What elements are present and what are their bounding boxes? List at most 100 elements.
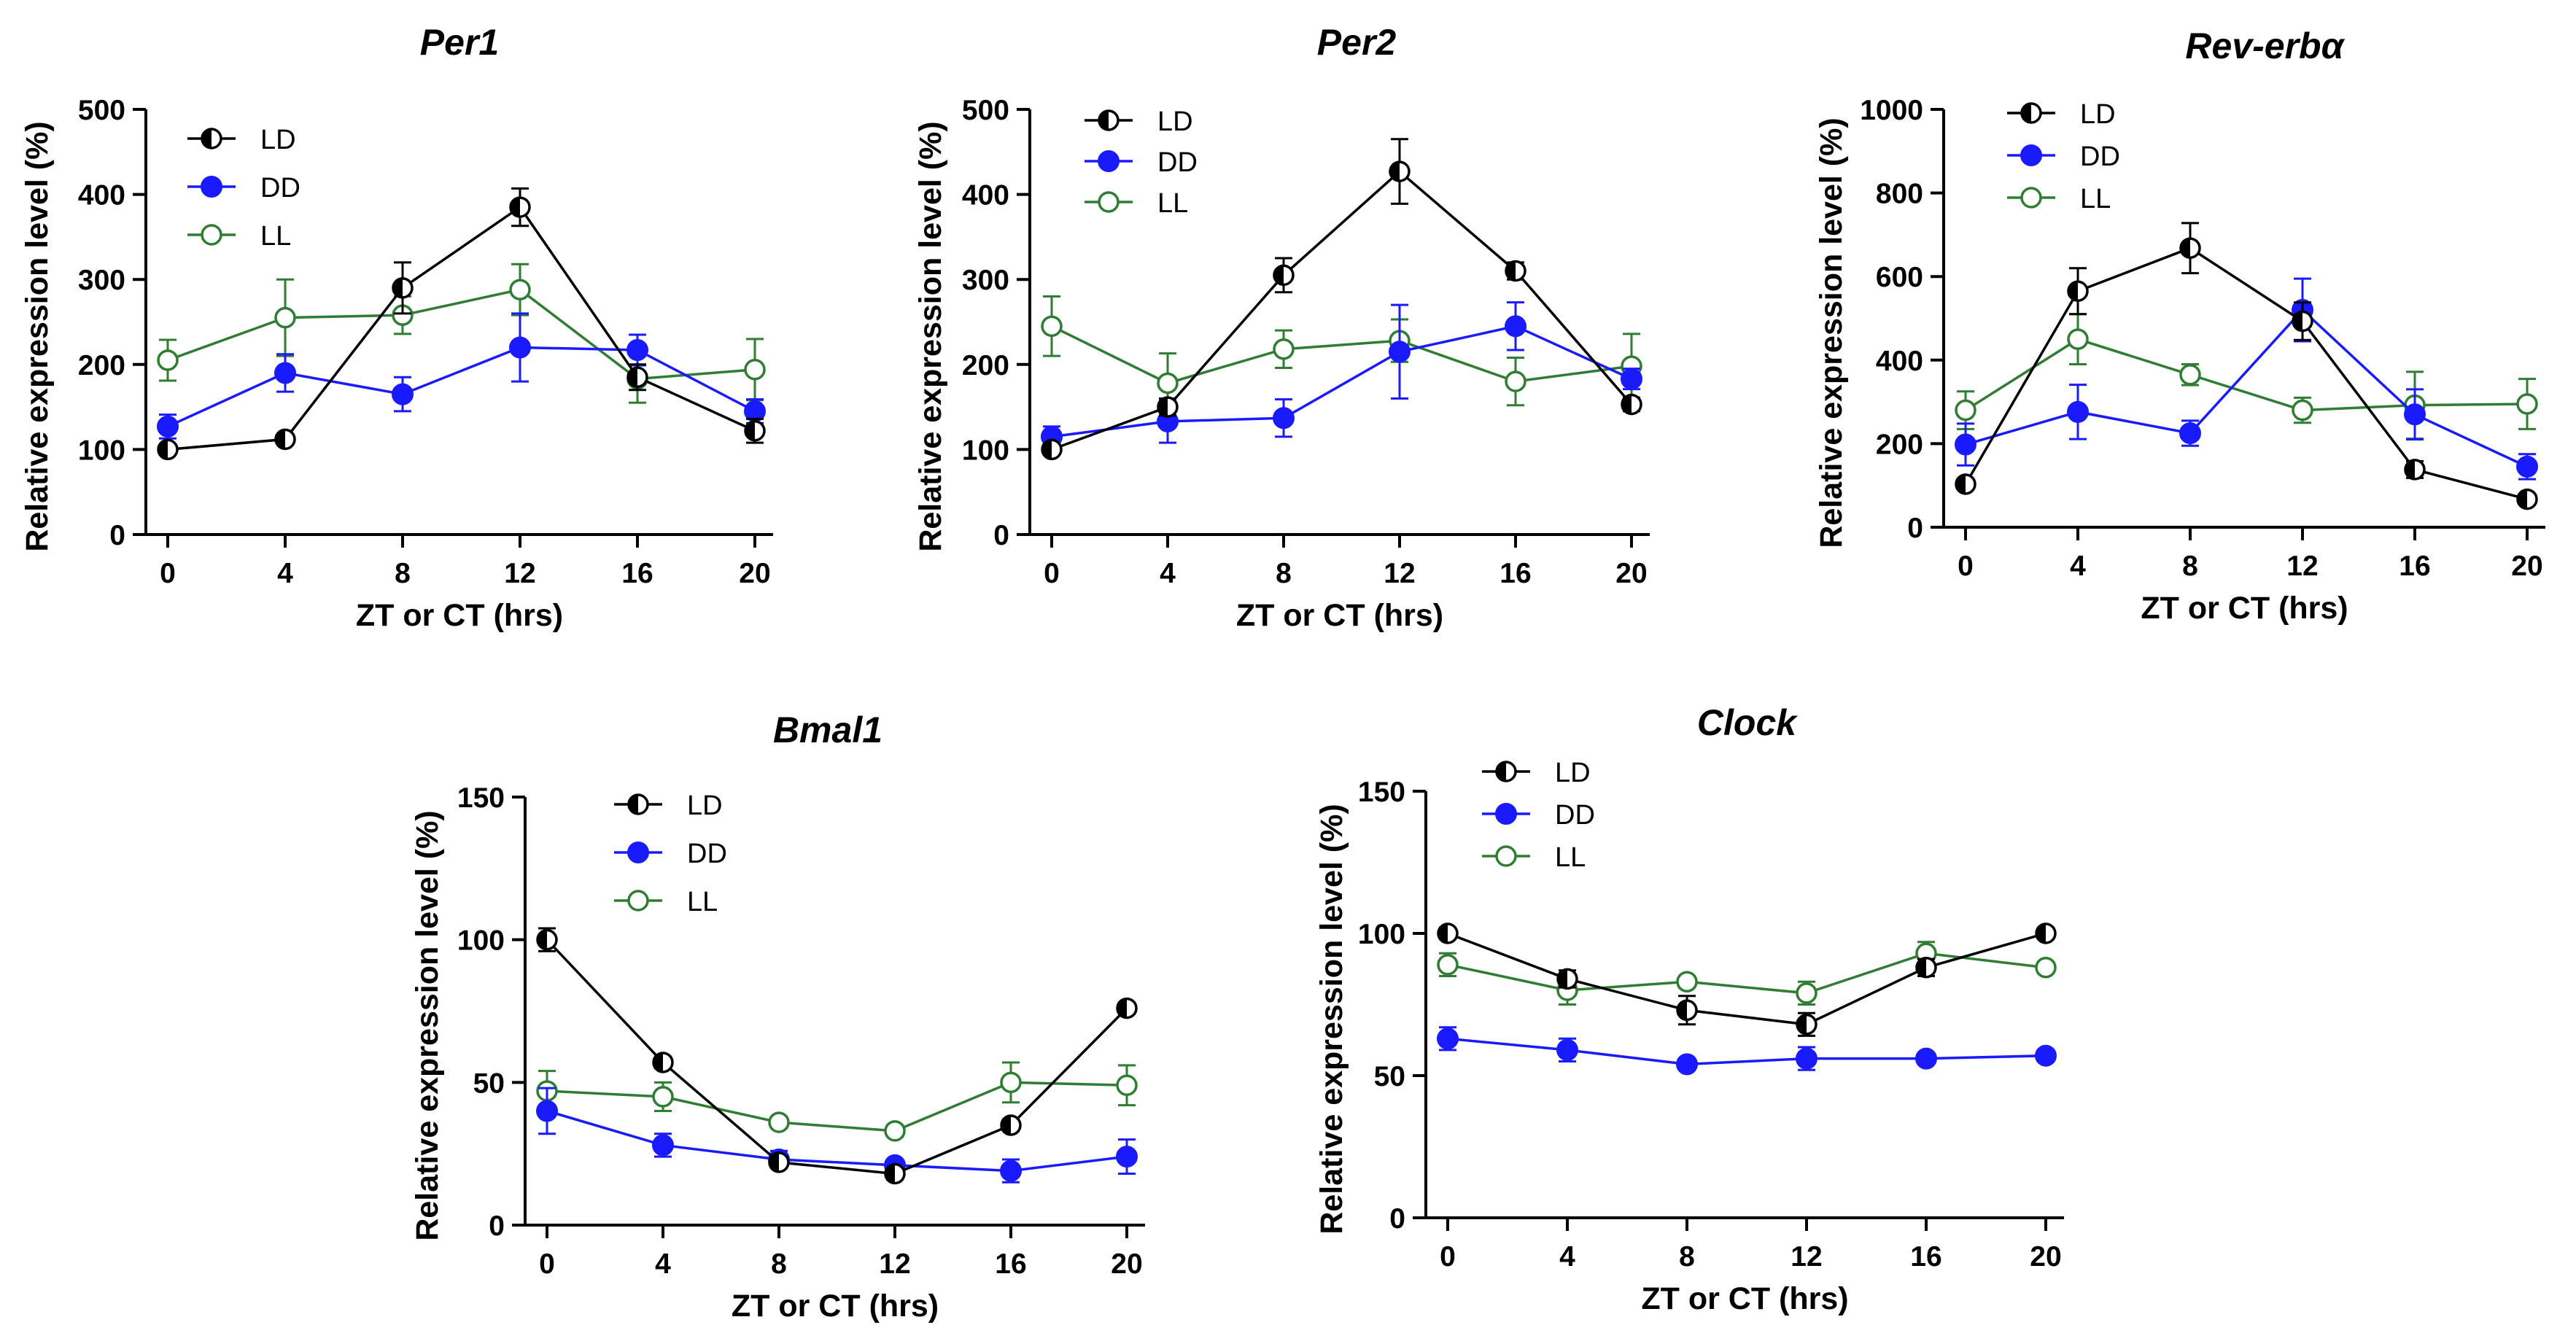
data-point bbox=[2067, 400, 2089, 423]
x-tick-label: 0 bbox=[1958, 551, 1974, 582]
data-point bbox=[1676, 1053, 1698, 1076]
x-axis-label: ZT or CT (hrs) bbox=[732, 1289, 939, 1324]
data-point bbox=[1273, 338, 1295, 360]
y-tick-label: 100 bbox=[78, 435, 125, 466]
data-point bbox=[768, 1151, 790, 1173]
data-point bbox=[1955, 399, 1976, 421]
series-dd bbox=[1041, 301, 1642, 448]
legend-item-ll: LL bbox=[614, 887, 718, 917]
data-point bbox=[2067, 280, 2089, 303]
y-tick-label: 400 bbox=[962, 180, 1009, 211]
data-point bbox=[1796, 1014, 1817, 1035]
x-tick-label: 0 bbox=[539, 1248, 555, 1280]
x-tick-label: 12 bbox=[1384, 558, 1415, 589]
series-line bbox=[1447, 932, 2047, 1026]
x-tick-label: 12 bbox=[504, 558, 535, 589]
y-tick-label: 600 bbox=[1876, 262, 1923, 293]
x-tick-label: 8 bbox=[395, 558, 411, 589]
legend-marker bbox=[627, 842, 649, 863]
y-tick-label: 0 bbox=[1907, 513, 1923, 544]
data-point bbox=[536, 928, 558, 951]
data-point bbox=[157, 415, 179, 438]
series-line bbox=[1051, 325, 1632, 438]
data-point bbox=[1000, 1114, 1022, 1136]
legend-item-ll: LL bbox=[1085, 188, 1188, 219]
legend: LD DD LL bbox=[614, 790, 727, 917]
y-tick-label: 800 bbox=[1876, 179, 1923, 210]
y-tick-label: 150 bbox=[1358, 777, 1405, 808]
data-point bbox=[1041, 438, 1063, 461]
x-tick-label: 12 bbox=[1791, 1241, 1822, 1272]
data-point bbox=[626, 366, 648, 389]
x-tick-label: 16 bbox=[1500, 558, 1531, 589]
legend-label: LL bbox=[687, 887, 718, 917]
data-point bbox=[509, 279, 531, 300]
series-ll bbox=[536, 1061, 1138, 1142]
legend-marker bbox=[1098, 109, 1120, 131]
y-tick-label: 200 bbox=[1876, 429, 1923, 460]
data-point bbox=[1157, 372, 1179, 395]
legend-marker bbox=[1098, 150, 1120, 172]
legend-marker bbox=[1098, 191, 1120, 213]
x-tick-label: 4 bbox=[2070, 551, 2086, 582]
x-tick-label: 8 bbox=[1276, 558, 1292, 589]
data-point bbox=[157, 438, 179, 461]
y-tick-label: 50 bbox=[473, 1068, 505, 1099]
data-point bbox=[2404, 459, 2426, 481]
data-point bbox=[509, 336, 531, 359]
data-point bbox=[1621, 368, 1642, 390]
x-tick-label: 8 bbox=[1679, 1241, 1695, 1272]
data-point bbox=[2404, 403, 2426, 426]
data-point bbox=[1389, 160, 1411, 182]
chart-panel-3: Rev-erbα 0 200 400 600 800 1000 0 4 8 12 16 20 ZT or … bbox=[1814, 26, 2545, 626]
y-axis-label: Relative expression level (%) bbox=[20, 121, 55, 551]
legend: LD DD LL bbox=[1482, 758, 1595, 873]
legend-item-ld: LD bbox=[187, 125, 296, 155]
x-tick-label: 8 bbox=[2182, 551, 2198, 582]
series-dd bbox=[1437, 1026, 2057, 1076]
y-tick-label: 0 bbox=[489, 1211, 505, 1242]
data-point bbox=[274, 428, 296, 451]
legend-item-ll: LL bbox=[187, 221, 291, 252]
x-tick-label: 16 bbox=[2399, 551, 2430, 582]
chart-title: Bmal1 bbox=[773, 710, 882, 750]
x-tick-label: 8 bbox=[771, 1248, 787, 1280]
x-tick-label: 20 bbox=[1615, 558, 1647, 589]
x-tick-label: 0 bbox=[160, 558, 176, 589]
series-line bbox=[1051, 169, 1633, 451]
series-line bbox=[546, 1081, 1128, 1132]
x-axis-label: ZT or CT (hrs) bbox=[1641, 1281, 1848, 1316]
y-tick-label: 500 bbox=[78, 95, 125, 126]
data-point bbox=[2516, 488, 2538, 510]
legend: LD DD LL bbox=[1085, 106, 1198, 219]
legend-label: LD bbox=[2080, 99, 2116, 130]
data-point bbox=[2516, 393, 2538, 415]
y-tick-label: 400 bbox=[78, 180, 125, 211]
legend-marker bbox=[1495, 761, 1517, 782]
data-point bbox=[509, 196, 531, 218]
series-line bbox=[167, 346, 756, 428]
y-tick-label: 500 bbox=[962, 95, 1009, 126]
series-ll bbox=[1437, 941, 2057, 1006]
legend-label: DD bbox=[687, 839, 727, 869]
data-point bbox=[2035, 922, 2057, 944]
x-tick-label: 12 bbox=[2286, 551, 2318, 582]
y-axis-label: Relative expression level (%) bbox=[913, 121, 948, 551]
x-tick-label: 4 bbox=[1559, 1241, 1575, 1272]
x-tick-label: 16 bbox=[1910, 1241, 1941, 1272]
series-ld bbox=[536, 927, 1138, 1185]
series-line bbox=[1965, 338, 2528, 412]
data-point bbox=[1915, 1047, 1937, 1070]
data-point bbox=[2179, 422, 2201, 445]
chart-panel-2: Per2 0 100 200 300 400 500 0 4 8 12 16 20 ZT or CT (h… bbox=[913, 22, 1650, 633]
data-point bbox=[652, 1052, 674, 1073]
x-tick-label: 4 bbox=[1160, 558, 1176, 589]
chart-panel-5: Clock 0 50 100 150 0 4 8 12 16 20 ZT or CT (hrs) Rel… bbox=[1314, 702, 2064, 1316]
series-line bbox=[1051, 325, 1632, 385]
data-point bbox=[274, 306, 296, 329]
legend-label: DD bbox=[1555, 800, 1595, 831]
legend-label: LD bbox=[260, 125, 296, 155]
data-point bbox=[1505, 260, 1526, 282]
x-axis-label: ZT or CT (hrs) bbox=[1236, 598, 1443, 633]
data-point bbox=[2179, 364, 2201, 386]
